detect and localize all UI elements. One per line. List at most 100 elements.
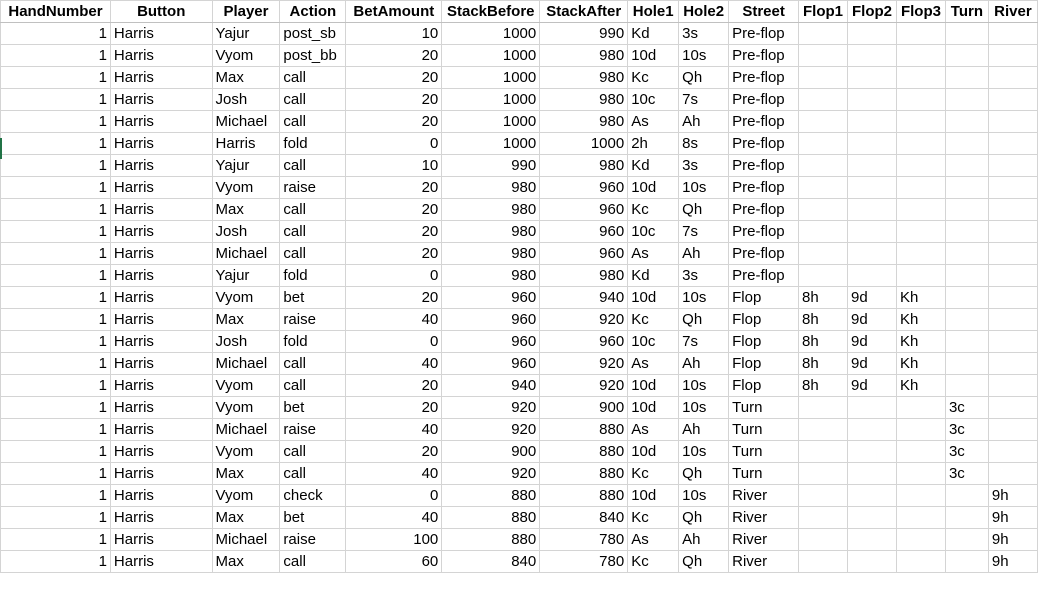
cell-flop3[interactable] bbox=[895, 110, 946, 133]
cell-river[interactable] bbox=[987, 176, 1038, 199]
cell-flop3[interactable] bbox=[895, 44, 946, 67]
cell-street[interactable]: River bbox=[728, 528, 800, 551]
cell-flop1[interactable]: 8h bbox=[798, 308, 848, 331]
cell-hand[interactable]: 1 bbox=[0, 308, 111, 331]
cell-after[interactable]: 1000 bbox=[539, 132, 629, 155]
cell-before[interactable]: 1000 bbox=[441, 66, 541, 89]
cell-after[interactable]: 960 bbox=[539, 176, 629, 199]
cell-hole2[interactable]: 7s bbox=[678, 88, 730, 111]
cell-button[interactable]: Harris bbox=[109, 44, 213, 67]
cell-flop1[interactable] bbox=[798, 550, 848, 573]
cell-hole2[interactable]: 8s bbox=[678, 132, 730, 155]
cell-flop2[interactable]: 9d bbox=[847, 330, 897, 353]
cell-flop1[interactable] bbox=[798, 44, 848, 67]
cell-hole1[interactable]: 10d bbox=[627, 286, 680, 309]
cell-hand[interactable]: 1 bbox=[0, 330, 111, 353]
cell-street[interactable]: Pre-flop bbox=[728, 88, 800, 111]
cell-river[interactable]: 9h bbox=[987, 506, 1038, 529]
cell-flop2[interactable] bbox=[847, 66, 897, 89]
cell-bet[interactable]: 40 bbox=[345, 308, 443, 331]
cell-player[interactable]: Yajur bbox=[211, 264, 281, 287]
cell-hole2[interactable]: 7s bbox=[678, 220, 730, 243]
cell-button[interactable]: Harris bbox=[109, 506, 213, 529]
cell-bet[interactable]: 40 bbox=[345, 506, 443, 529]
cell-flop3[interactable]: Kh bbox=[895, 374, 946, 397]
cell-flop3[interactable]: Kh bbox=[895, 286, 946, 309]
cell-bet[interactable]: 40 bbox=[345, 462, 443, 485]
cell-street[interactable]: Pre-flop bbox=[728, 176, 800, 199]
cell-after[interactable]: 960 bbox=[539, 198, 629, 221]
cell-flop2[interactable] bbox=[847, 396, 897, 419]
cell-river[interactable] bbox=[987, 132, 1038, 155]
cell-turn[interactable] bbox=[944, 22, 989, 45]
cell-hole2[interactable]: Qh bbox=[678, 198, 730, 221]
cell-bet[interactable]: 20 bbox=[345, 220, 443, 243]
cell-turn[interactable] bbox=[944, 374, 989, 397]
cell-button[interactable]: Harris bbox=[109, 154, 213, 177]
cell-after[interactable]: 980 bbox=[539, 264, 629, 287]
cell-street[interactable]: Pre-flop bbox=[728, 22, 800, 45]
cell-before[interactable]: 960 bbox=[441, 330, 541, 353]
cell-turn[interactable] bbox=[944, 484, 989, 507]
cell-action[interactable]: call bbox=[279, 374, 347, 397]
cell-action[interactable]: raise bbox=[279, 176, 347, 199]
cell-hole1[interactable]: As bbox=[627, 352, 680, 375]
cell-hand[interactable]: 1 bbox=[0, 550, 111, 573]
cell-turn[interactable] bbox=[944, 506, 989, 529]
cell-hand[interactable]: 1 bbox=[0, 132, 111, 155]
cell-hole2[interactable]: 10s bbox=[678, 44, 730, 67]
cell-flop3[interactable] bbox=[895, 198, 946, 221]
cell-bet[interactable]: 20 bbox=[345, 110, 443, 133]
cell-hand[interactable]: 1 bbox=[0, 66, 111, 89]
cell-flop3[interactable] bbox=[895, 506, 946, 529]
cell-street[interactable]: Flop bbox=[728, 308, 800, 331]
cell-after[interactable]: 960 bbox=[539, 330, 629, 353]
cell-street[interactable]: Pre-flop bbox=[728, 44, 800, 67]
column-header-flop3[interactable]: Flop3 bbox=[895, 0, 946, 23]
cell-flop1[interactable] bbox=[798, 462, 848, 485]
cell-bet[interactable]: 20 bbox=[345, 88, 443, 111]
cell-flop2[interactable] bbox=[847, 220, 897, 243]
cell-player[interactable]: Vyom bbox=[211, 484, 281, 507]
column-header-hand[interactable]: HandNumber bbox=[0, 0, 111, 23]
cell-button[interactable]: Harris bbox=[109, 330, 213, 353]
cell-turn[interactable] bbox=[944, 176, 989, 199]
cell-street[interactable]: Pre-flop bbox=[728, 154, 800, 177]
cell-player[interactable]: Vyom bbox=[211, 440, 281, 463]
cell-after[interactable]: 940 bbox=[539, 286, 629, 309]
cell-player[interactable]: Michael bbox=[211, 352, 281, 375]
cell-action[interactable]: post_sb bbox=[279, 22, 347, 45]
cell-turn[interactable] bbox=[944, 550, 989, 573]
cell-before[interactable]: 880 bbox=[441, 506, 541, 529]
cell-turn[interactable] bbox=[944, 308, 989, 331]
cell-button[interactable]: Harris bbox=[109, 88, 213, 111]
cell-player[interactable]: Josh bbox=[211, 220, 281, 243]
cell-flop1[interactable] bbox=[798, 264, 848, 287]
cell-turn[interactable] bbox=[944, 66, 989, 89]
cell-turn[interactable] bbox=[944, 154, 989, 177]
cell-after[interactable]: 880 bbox=[539, 418, 629, 441]
cell-street[interactable]: Pre-flop bbox=[728, 66, 800, 89]
cell-flop3[interactable] bbox=[895, 264, 946, 287]
cell-before[interactable]: 980 bbox=[441, 264, 541, 287]
cell-player[interactable]: Max bbox=[211, 506, 281, 529]
cell-hand[interactable]: 1 bbox=[0, 88, 111, 111]
cell-player[interactable]: Josh bbox=[211, 88, 281, 111]
cell-river[interactable] bbox=[987, 396, 1038, 419]
column-header-after[interactable]: StackAfter bbox=[539, 0, 629, 23]
cell-button[interactable]: Harris bbox=[109, 308, 213, 331]
cell-hand[interactable]: 1 bbox=[0, 22, 111, 45]
cell-hole1[interactable]: 10d bbox=[627, 396, 680, 419]
cell-bet[interactable]: 0 bbox=[345, 330, 443, 353]
cell-flop3[interactable] bbox=[895, 132, 946, 155]
cell-before[interactable]: 880 bbox=[441, 528, 541, 551]
cell-flop1[interactable] bbox=[798, 198, 848, 221]
cell-flop3[interactable] bbox=[895, 22, 946, 45]
cell-flop2[interactable]: 9d bbox=[847, 352, 897, 375]
cell-button[interactable]: Harris bbox=[109, 66, 213, 89]
cell-turn[interactable] bbox=[944, 330, 989, 353]
cell-flop3[interactable] bbox=[895, 484, 946, 507]
cell-button[interactable]: Harris bbox=[109, 132, 213, 155]
cell-after[interactable]: 920 bbox=[539, 352, 629, 375]
column-header-street[interactable]: Street bbox=[728, 0, 800, 23]
